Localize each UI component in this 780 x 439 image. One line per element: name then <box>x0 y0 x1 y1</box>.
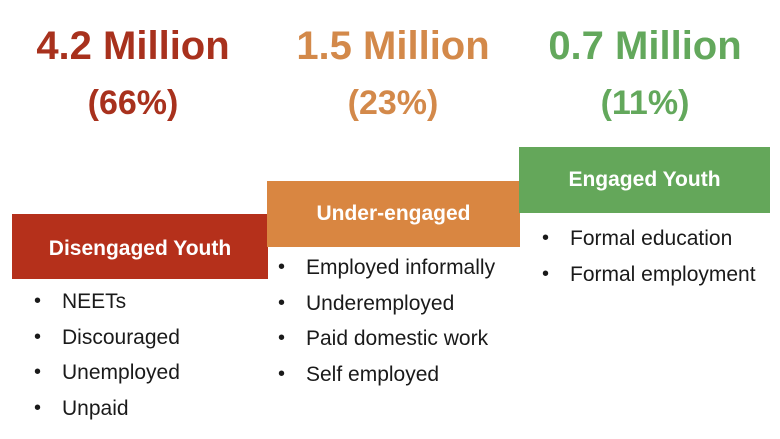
engaged-share: (11%) <box>600 84 690 122</box>
list-item: Unemployed <box>34 355 180 391</box>
disengaged-step: Disengaged Youth <box>12 214 268 279</box>
under-engaged-heading: Under-engaged <box>316 202 471 225</box>
list-item: Formal employment <box>542 257 756 293</box>
engaged-heading: Engaged Youth <box>568 168 721 191</box>
engaged-step: Engaged Youth <box>519 147 770 213</box>
under-engaged-step: Under-engaged <box>267 181 520 247</box>
list-item: Unpaid <box>34 391 180 427</box>
list-item: Self employed <box>278 357 495 393</box>
disengaged-list: NEETs Discouraged Unemployed Unpaid <box>34 284 180 426</box>
under-engaged-share: (23%) <box>347 84 439 122</box>
disengaged-heading: Disengaged Youth <box>48 236 232 260</box>
engaged-count: 0.7 Million <box>548 24 742 68</box>
list-item: NEETs <box>34 284 180 320</box>
disengaged-count: 4.2 Million <box>36 24 230 68</box>
list-item: Employed informally <box>278 250 495 286</box>
list-item: Underemployed <box>278 286 495 322</box>
under-engaged-list: Employed informally Underemployed Paid d… <box>278 250 495 392</box>
list-item: Paid domestic work <box>278 321 495 357</box>
list-item: Discouraged <box>34 320 180 356</box>
disengaged-share: (66%) <box>87 84 179 122</box>
under-engaged-count: 1.5 Million <box>296 24 490 68</box>
list-item: Formal education <box>542 221 756 257</box>
engaged-list: Formal education Formal employment <box>542 221 756 292</box>
